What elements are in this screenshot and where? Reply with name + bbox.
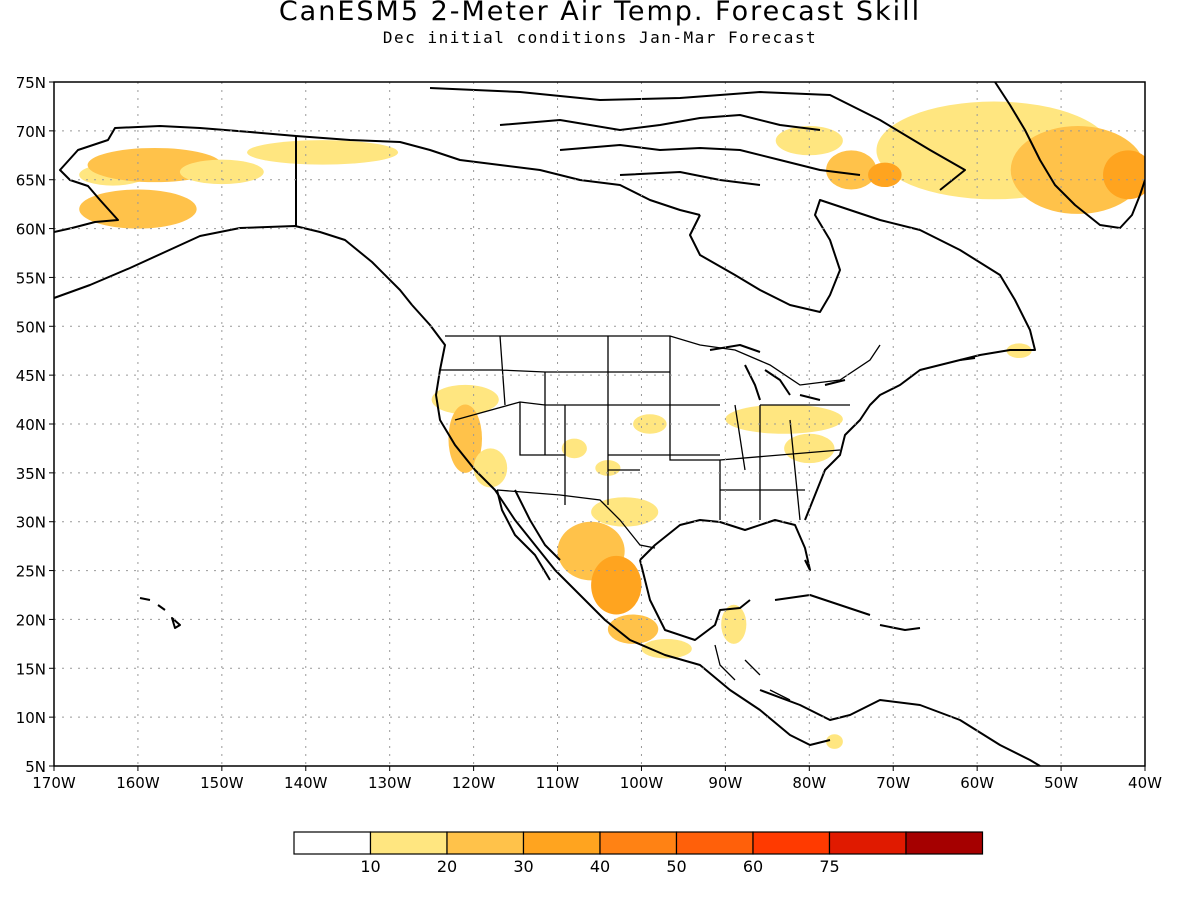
lat-tick-label: 30N (16, 514, 46, 532)
coastline-atlantic (804, 357, 976, 521)
lat-tick-label: 20N (16, 611, 46, 629)
coastline-central-america (759, 689, 1041, 766)
skill-shading-region (826, 150, 877, 190)
colorbar: 10 20 30 40 50 60 75 (293, 831, 984, 876)
lat-tick-label: 10N (16, 709, 46, 727)
lon-tick-label: 160W (116, 774, 160, 792)
axis-ticks: 5N 10N 15N 20N 25N 30N 35N 40N 45N 50N 55N 60N 65N 70… (16, 74, 1162, 792)
skill-shading-region (607, 614, 659, 644)
lon-tick-label: 80W (792, 774, 826, 792)
great-lakes (709, 344, 846, 401)
central-america-borders (714, 644, 791, 701)
skill-shading-region (247, 140, 399, 165)
lon-tick-label: 130W (368, 774, 412, 792)
skill-shading-region (431, 384, 499, 415)
colorbar-label: 40 (590, 857, 610, 876)
lon-tick-label: 60W (960, 774, 994, 792)
us-mexico-border (496, 489, 656, 549)
us-canada-border (445, 335, 881, 386)
skill-shading-region (641, 638, 692, 659)
political-borders (440, 335, 881, 701)
coastline-baja (496, 489, 561, 581)
colorbar-swatch (369, 831, 448, 855)
skill-shading-region (868, 162, 902, 188)
skill-shading-region (725, 404, 843, 434)
colorbar-label: 20 (437, 857, 457, 876)
lon-tick-label: 50W (1044, 774, 1078, 792)
lat-tick-label: 45N (16, 367, 46, 385)
coastline-gulf (639, 519, 811, 641)
skill-shading-layer (79, 101, 1145, 749)
skill-shading-region (826, 734, 843, 749)
colorbar-label: 10 (360, 857, 380, 876)
skill-shading-region (591, 555, 642, 615)
coastline-pacific (411, 304, 831, 746)
skill-shading-region (448, 404, 483, 473)
colorbar-label: 60 (743, 857, 763, 876)
lon-tick-label: 140W (284, 774, 328, 792)
colorbar-swatch (905, 831, 984, 855)
skill-shading-region (473, 448, 508, 488)
lon-tick-label: 110W (536, 774, 580, 792)
lon-tick-label: 100W (620, 774, 664, 792)
skill-shading-region (1103, 150, 1145, 200)
lon-tick-label: 170W (32, 774, 76, 792)
gridlines (54, 82, 1145, 766)
lon-tick-label: 70W (876, 774, 910, 792)
lat-tick-label: 35N (16, 465, 46, 483)
coastline-alaska (54, 125, 413, 306)
us-state-lines (440, 335, 850, 521)
coastline-caribbean (774, 594, 921, 631)
map-title: CanESM5 2-Meter Air Temp. Forecast Skill (278, 0, 922, 27)
skill-shading-region (775, 125, 843, 156)
lat-tick-label: 65N (16, 172, 46, 190)
colorbar-label: 50 (666, 857, 686, 876)
lat-tick-label: 70N (16, 123, 46, 141)
coastline-hawaii (139, 597, 181, 629)
skill-shading-region (561, 438, 587, 459)
colorbar-swatch (446, 831, 525, 855)
lat-tick-label: 60N (16, 221, 46, 239)
coastline-hudson-bay (689, 199, 1036, 361)
colorbar-swatch (293, 831, 372, 855)
arctic-islands (429, 87, 966, 191)
lon-tick-label: 120W (452, 774, 496, 792)
colorbar-label: 75 (819, 857, 839, 876)
colorbar-swatch (522, 831, 601, 855)
skill-shading-region (721, 604, 747, 644)
coastline-canada-arctic (295, 135, 701, 216)
colorbar-label: 30 (513, 857, 533, 876)
coastline-layer (54, 82, 1145, 766)
colorbar-swatch (675, 831, 754, 855)
lat-tick-label: 55N (16, 269, 46, 287)
lon-tick-label: 90W (708, 774, 742, 792)
colorbar-swatch (599, 831, 678, 855)
skill-shading-region (784, 433, 835, 464)
lon-tick-label: 150W (200, 774, 244, 792)
colorbar-swatch (828, 831, 907, 855)
colorbar-swatch (752, 831, 831, 855)
skill-shading-region (79, 189, 197, 229)
lon-tick-label: 40W (1128, 774, 1162, 792)
lat-tick-label: 75N (16, 74, 46, 92)
map-subtitle: Dec initial conditions Jan-Mar Forecast (382, 28, 818, 47)
lat-tick-label: 15N (16, 660, 46, 678)
lat-tick-label: 25N (16, 563, 46, 581)
lat-tick-label: 50N (16, 318, 46, 336)
lat-tick-label: 5N (25, 758, 46, 776)
coastline-greenland (994, 82, 1145, 229)
lat-tick-label: 40N (16, 416, 46, 434)
